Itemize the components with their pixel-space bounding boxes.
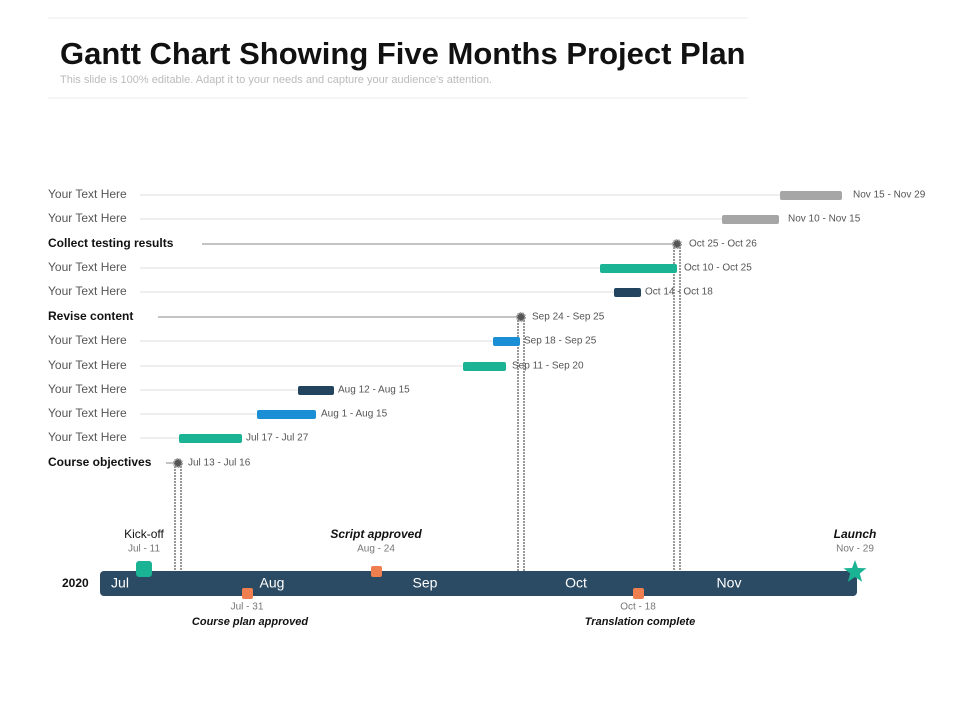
task-dates: Oct 10 - Oct 25 bbox=[684, 263, 752, 274]
task-bar bbox=[257, 410, 316, 419]
month-label: Jul bbox=[111, 575, 129, 591]
task-dates: Sep 24 - Sep 25 bbox=[532, 312, 605, 323]
task-dates: Aug 1 - Aug 15 bbox=[321, 409, 388, 420]
task-dates: Nov 10 - Nov 15 bbox=[788, 214, 861, 225]
task-bar bbox=[600, 264, 677, 273]
task-dates: Jul 17 - Jul 27 bbox=[246, 433, 309, 444]
milestone-marker bbox=[633, 588, 644, 599]
milestone-name: Kick-off bbox=[124, 527, 164, 541]
milestone-marker bbox=[371, 566, 382, 577]
task-label: Your Text Here bbox=[48, 211, 127, 225]
task-dates: Sep 18 - Sep 25 bbox=[524, 336, 597, 347]
month-label: Sep bbox=[413, 575, 438, 591]
milestone-name: Launch bbox=[834, 527, 877, 541]
task-label: Collect testing results bbox=[48, 236, 174, 250]
task-dates: Oct 14 - Oct 18 bbox=[645, 287, 713, 298]
task-bar bbox=[298, 386, 334, 395]
task-label: Your Text Here bbox=[48, 187, 127, 201]
milestone-date: Jul - 11 bbox=[128, 544, 160, 555]
task-label: Your Text Here bbox=[48, 260, 127, 274]
task-label: Course objectives bbox=[48, 455, 152, 469]
milestone-name: Translation complete bbox=[585, 616, 695, 628]
task-bar bbox=[493, 337, 520, 346]
milestone-gear bbox=[672, 239, 682, 249]
milestone-star bbox=[843, 560, 867, 582]
task-dates: Jul 13 - Jul 16 bbox=[188, 458, 251, 469]
task-label: Your Text Here bbox=[48, 284, 127, 298]
task-label: Your Text Here bbox=[48, 358, 127, 372]
milestone-gear bbox=[516, 312, 526, 322]
milestone-date: Oct - 18 bbox=[620, 602, 656, 613]
month-label: Nov bbox=[717, 575, 742, 591]
task-bar bbox=[463, 362, 506, 371]
milestone-date: Aug - 24 bbox=[357, 544, 395, 555]
timeline-bar bbox=[100, 571, 857, 596]
title: Gantt Chart Showing Five Months Project … bbox=[60, 36, 746, 71]
task-label: Your Text Here bbox=[48, 430, 127, 444]
task-label: Revise content bbox=[48, 309, 133, 323]
task-dates: Nov 15 - Nov 29 bbox=[853, 190, 926, 201]
task-bar bbox=[722, 215, 779, 224]
month-label: Oct bbox=[565, 575, 587, 591]
task-dates: Oct 25 - Oct 26 bbox=[689, 239, 757, 250]
task-dates: Sep 11 - Sep 20 bbox=[512, 361, 584, 372]
task-label: Your Text Here bbox=[48, 382, 127, 396]
task-bar bbox=[780, 191, 842, 200]
task-bar bbox=[179, 434, 242, 443]
milestone-marker bbox=[136, 561, 152, 577]
month-label: Aug bbox=[260, 575, 285, 591]
milestone-name: Script approved bbox=[330, 527, 422, 541]
subtitle: This slide is 100% editable. Adapt it to… bbox=[60, 74, 492, 86]
milestone-name: Course plan approved bbox=[192, 616, 308, 628]
task-dates: Aug 12 - Aug 15 bbox=[338, 385, 410, 396]
milestone-date: Jul - 31 bbox=[231, 602, 264, 613]
milestone-date: Nov - 29 bbox=[836, 544, 874, 555]
task-bar bbox=[614, 288, 641, 297]
year: 2020 bbox=[62, 576, 89, 590]
task-label: Your Text Here bbox=[48, 406, 127, 420]
milestone-marker bbox=[242, 588, 253, 599]
milestone-gear bbox=[173, 458, 183, 468]
task-label: Your Text Here bbox=[48, 333, 127, 347]
